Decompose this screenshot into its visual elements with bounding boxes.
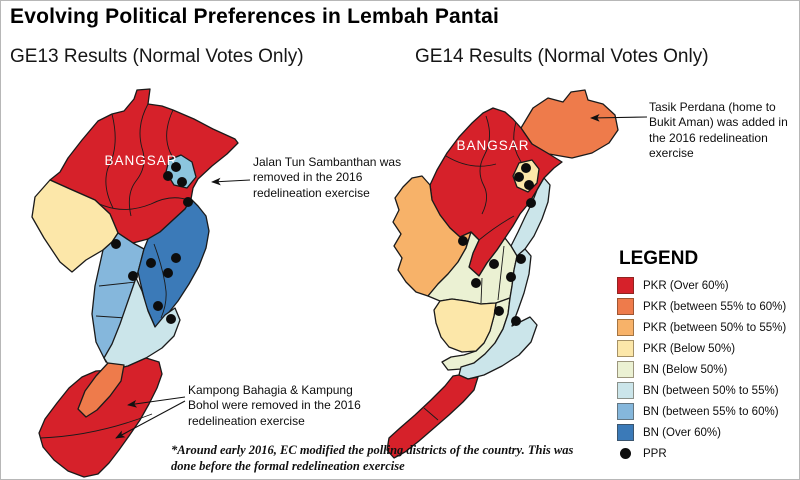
- legend-item-label: BN (Below 50%): [643, 363, 728, 376]
- legend-item-label: PKR (Over 60%): [643, 279, 729, 292]
- annotation-kampong-bahagia: Kampong Bahagia & Kampung Bohol were rem…: [188, 383, 361, 428]
- ge14-region-red-tail: [386, 374, 479, 459]
- ppr-dot: [471, 278, 481, 288]
- ge14-region-paleblue-hook: [458, 248, 538, 380]
- ge13-district-line: [128, 103, 149, 217]
- ge13-map: BANGSAR: [31, 88, 239, 478]
- ge14-region-west: [392, 175, 472, 297]
- ge13-region-south: [38, 357, 163, 478]
- page-title: Evolving Political Preferences in Lembah…: [10, 5, 500, 28]
- annotation-tasik-perdana: Tasik Perdana (home to Bukit Aman) was a…: [649, 100, 788, 161]
- ge14-ppr-dots: [458, 163, 536, 326]
- ge14-district-line: [497, 245, 505, 301]
- ppr-dot: [163, 171, 173, 181]
- legend-item-label: PKR (between 55% to 60%): [643, 300, 787, 313]
- ge13-region-west: [31, 179, 119, 273]
- legend-item: BN (Below 50%): [617, 361, 799, 378]
- ppr-dot: [177, 177, 187, 187]
- ge14-map: BANGSAR: [386, 89, 619, 459]
- ppr-dot: [183, 197, 193, 207]
- legend-color-swatch: [617, 403, 634, 420]
- legend-item-label: PKR (between 50% to 55%): [643, 321, 787, 334]
- ppr-dot: [494, 306, 504, 316]
- legend-item-label: BN (between 50% to 55%): [643, 384, 779, 397]
- ppr-dot: [146, 258, 156, 268]
- legend-item: PKR (between 50% to 55%): [617, 319, 799, 336]
- ppr-dot: [506, 272, 516, 282]
- ge13-ppr-dots: [111, 162, 193, 324]
- legend-color-swatch: [617, 361, 634, 378]
- legend-item: BN (between 50% to 55%): [617, 382, 799, 399]
- legend-item-label: PKR (Below 50%): [643, 342, 736, 355]
- ppr-dot: [111, 239, 121, 249]
- ge14-subtitle: GE14 Results (Normal Votes Only): [415, 46, 709, 67]
- ppr-dot-icon: [620, 448, 631, 459]
- annotation-jalan-tun-sambanthan: Jalan Tun Sambanthan was removed in the …: [253, 155, 402, 200]
- legend-color-swatch: [617, 340, 634, 357]
- footnote: *Around early 2016, EC modified the poll…: [171, 443, 574, 473]
- ge13-district-line: [98, 281, 137, 287]
- ge13-district-line: [105, 113, 116, 209]
- legend-items: PKR (Over 60%) PKR (between 55% to 60%) PK…: [617, 277, 799, 462]
- ge13-district-line: [85, 195, 189, 210]
- ge14-district-line: [480, 277, 483, 304]
- legend-color-swatch: [617, 298, 634, 315]
- legend-color-swatch: [617, 382, 634, 399]
- legend-color-swatch: [617, 424, 634, 441]
- ge13-region-bangsar-north: [49, 88, 239, 244]
- ge13-region-orange-strip: [77, 362, 125, 418]
- legend-item: PKR (Over 60%): [617, 277, 799, 294]
- ppr-dot: [516, 254, 526, 264]
- ppr-dot: [524, 180, 534, 190]
- ppr-dot: [511, 316, 521, 326]
- ppr-dot: [171, 162, 181, 172]
- ppr-dot: [153, 301, 163, 311]
- ppr-dot: [489, 259, 499, 269]
- legend-item-label: BN (between 55% to 60%): [643, 405, 779, 418]
- ppr-dot: [526, 198, 536, 208]
- ge13-subtitle: GE13 Results (Normal Votes Only): [10, 46, 304, 67]
- legend-title: LEGEND: [619, 248, 699, 269]
- legend: LEGEND PKR (Over 60%) PKR (between 55% to…: [617, 248, 799, 466]
- ppr-dot: [521, 163, 531, 173]
- legend-color-swatch: [617, 277, 634, 294]
- legend-item: BN (Over 60%): [617, 424, 799, 441]
- legend-item: BN (between 55% to 60%): [617, 403, 799, 420]
- ge14-region-yellow-south: [433, 298, 497, 353]
- legend-item: PKR (Below 50%): [617, 340, 799, 357]
- ppr-dot: [128, 271, 138, 281]
- ppr-dot: [166, 314, 176, 324]
- ppr-dot: [171, 253, 181, 263]
- ge14-district-line: [478, 215, 515, 241]
- legend-item-label: PPR: [643, 447, 667, 460]
- ppr-dot: [163, 268, 173, 278]
- ge14-district-line: [445, 155, 497, 167]
- ge13-district-line: [153, 243, 167, 319]
- ge14-region-tasik-perdana: [520, 89, 619, 159]
- legend-item-label: BN (Over 60%): [643, 426, 721, 439]
- ppr-dot: [458, 236, 468, 246]
- ge14-bangsar-label: BANGSAR: [456, 138, 529, 153]
- ge13-district-line: [95, 315, 127, 319]
- legend-item: PKR (between 55% to 60%): [617, 298, 799, 315]
- legend-color-swatch: [617, 319, 634, 336]
- legend-item: PPR: [617, 445, 799, 462]
- ppr-dot: [514, 172, 524, 182]
- ge14-district-line: [479, 115, 490, 215]
- ge13-bangsar-label: BANGSAR: [104, 153, 177, 168]
- ge14-district-line: [423, 407, 439, 421]
